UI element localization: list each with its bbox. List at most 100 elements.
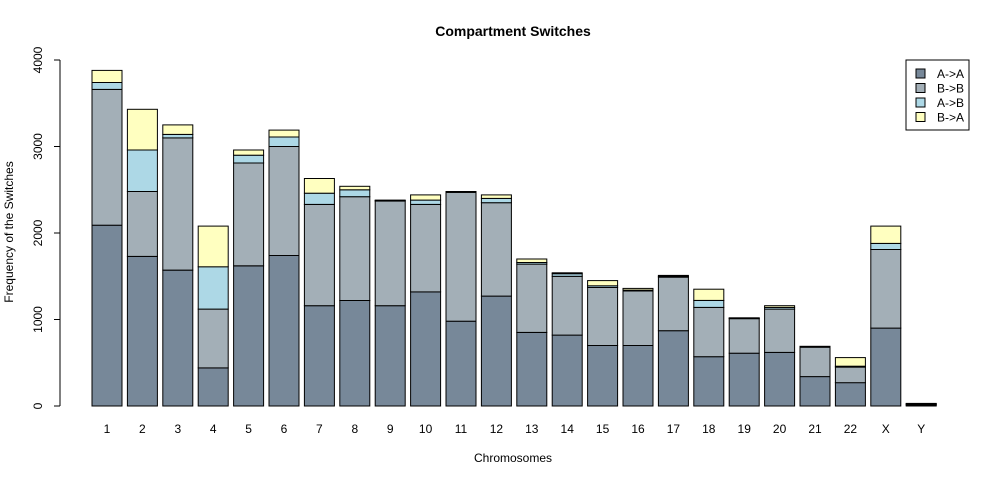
bar-ba-chr-22 (834, 357, 866, 367)
bar-bb-chr-X (870, 248, 902, 329)
bar-ba-chr-7 (303, 178, 335, 194)
bar-aa-chr-16 (622, 344, 654, 407)
bar-ba-chr-15 (587, 280, 619, 287)
x-tick-label: 12 (490, 422, 504, 436)
x-tick-label: 16 (631, 422, 645, 436)
bar-ba-chr-6 (268, 129, 300, 138)
bar-bb-chr-11 (445, 191, 477, 322)
bar-bb-chr-4 (197, 308, 229, 369)
bar-aa-chr-1 (91, 224, 123, 407)
x-tick-label: 13 (525, 422, 539, 436)
bar-ab-chr-2 (126, 149, 158, 192)
bar-bb-chr-13 (516, 263, 548, 333)
bar-aa-chr-11 (445, 320, 477, 407)
bar-ba-chr-14 (551, 272, 583, 275)
bar-bb-chr-15 (587, 287, 619, 346)
legend-swatch (915, 97, 926, 108)
bar-ab-chr-1 (91, 82, 123, 90)
bar-aa-chr-5 (233, 265, 265, 407)
bar-ab-chr-18 (693, 300, 725, 308)
bar-bb-chr-1 (91, 88, 123, 226)
bar-ba-chr-11 (445, 191, 477, 193)
bar-ab-chr-10 (410, 199, 442, 205)
legend-label: B->A (937, 111, 964, 125)
bar-ba-chr-4 (197, 225, 229, 268)
chart-title: Compartment Switches (435, 23, 591, 39)
bar-bb-chr-8 (339, 196, 371, 301)
bar-ba-chr-9 (374, 199, 406, 202)
legend-swatch (915, 83, 926, 93)
x-tick-label: Y (917, 422, 925, 436)
x-tick-label: 6 (281, 422, 288, 436)
bar-bb-chr-3 (162, 137, 194, 271)
x-tick-label: 9 (387, 422, 394, 436)
x-tick-label: 3 (174, 422, 181, 436)
bar-ba-chr-21 (799, 345, 831, 348)
bar-ba-chr-Y (905, 402, 937, 405)
bar-ba-chr-3 (162, 124, 194, 135)
bar-aa-chr-12 (480, 295, 512, 407)
bar-aa-chr-10 (410, 291, 442, 407)
x-tick-label: 14 (561, 422, 575, 436)
y-tick-label: 2000 (31, 219, 45, 246)
bar-bb-chr-9 (374, 200, 406, 307)
bar-bb-chr-16 (622, 290, 654, 346)
bar-bb-chr-10 (410, 204, 442, 293)
x-tick-label: 11 (455, 422, 468, 436)
x-tick-label: X (882, 422, 890, 436)
bar-aa-chr-14 (551, 334, 583, 407)
bar-bb-chr-19 (728, 318, 760, 354)
bar-bb-chr-5 (233, 162, 265, 267)
bar-aa-chr-17 (657, 330, 689, 407)
bars-group (91, 69, 937, 407)
bar-bb-chr-6 (268, 146, 300, 256)
bar-aa-chr-3 (162, 269, 194, 407)
x-tick-label: 4 (210, 422, 217, 436)
bar-ba-chr-19 (728, 317, 760, 319)
bar-aa-chr-20 (764, 351, 796, 407)
x-tick-label: 10 (419, 422, 433, 436)
bar-aa-chr-21 (799, 376, 831, 407)
bar-aa-chr-15 (587, 344, 619, 407)
bar-bb-chr-14 (551, 275, 583, 336)
x-tick-label: 20 (773, 422, 787, 436)
bar-ab-chr-6 (268, 136, 300, 147)
bar-ba-chr-18 (693, 288, 725, 301)
legend-swatch (915, 112, 926, 122)
bar-bb-chr-22 (834, 366, 866, 384)
x-tick-label: 15 (596, 422, 610, 436)
bar-bb-chr-17 (657, 276, 689, 332)
x-tick-label: 1 (104, 422, 111, 436)
bar-ba-chr-X (870, 225, 902, 244)
bar-aa-chr-18 (693, 356, 725, 407)
x-tick-label: 7 (316, 422, 323, 436)
bar-bb-chr-18 (693, 306, 725, 358)
x-axis-label: Chromosomes (474, 451, 552, 465)
bar-aa-chr-9 (374, 305, 406, 407)
bar-ba-chr-1 (91, 69, 123, 84)
bar-bb-chr-7 (303, 204, 335, 307)
x-tick-label: 17 (667, 422, 681, 436)
bar-aa-chr-13 (516, 332, 548, 407)
x-tick-label: 19 (738, 422, 752, 436)
bar-ab-chr-5 (233, 154, 265, 164)
y-tick-label: 3000 (31, 133, 45, 160)
bar-ba-chr-17 (657, 274, 689, 277)
legend-label: B->B (937, 82, 964, 96)
y-tick-label: 1000 (31, 306, 45, 333)
bar-bb-chr-20 (764, 308, 796, 353)
x-tick-label: 8 (351, 422, 358, 436)
x-tick-label: 5 (245, 422, 252, 436)
bar-aa-chr-2 (126, 255, 158, 407)
bar-ba-chr-8 (339, 185, 371, 191)
bar-aa-chr-8 (339, 300, 371, 407)
x-tick-label: 18 (702, 422, 716, 436)
bar-ab-chr-X (870, 242, 902, 250)
bar-ba-chr-20 (764, 305, 796, 308)
bar-aa-chr-4 (197, 367, 229, 407)
legend-label: A->A (937, 67, 964, 81)
y-tick-label: 0 (31, 402, 45, 409)
legend: A->AB->BA->BB->A (905, 59, 970, 131)
bar-ba-chr-2 (126, 108, 158, 151)
